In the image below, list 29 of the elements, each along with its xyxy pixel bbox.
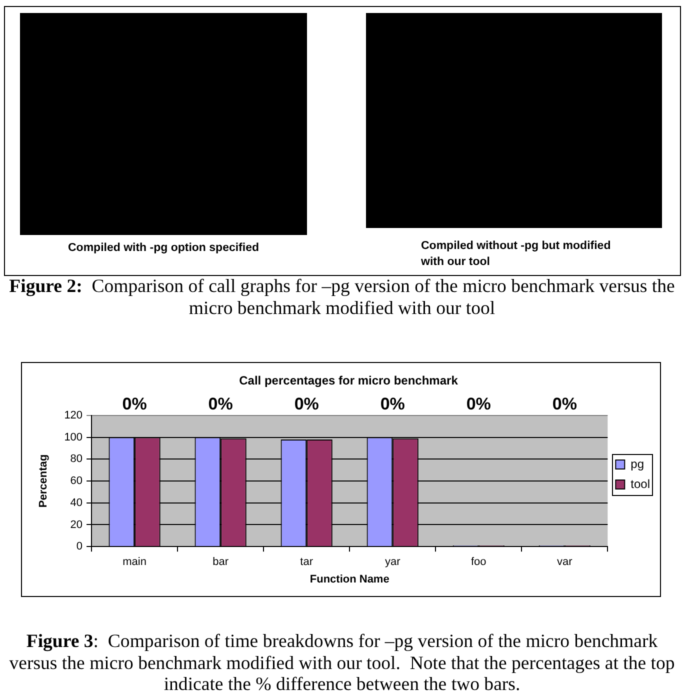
- x-tick-label: var: [557, 556, 573, 568]
- text: 0%: [466, 394, 491, 414]
- legend-label: tool: [630, 476, 650, 491]
- x-tick-label: yar: [384, 556, 401, 568]
- y-tick-label: 120: [64, 409, 83, 422]
- y-tick-label: 80: [70, 453, 83, 466]
- x-axis-title: Function Name: [310, 573, 390, 586]
- x-tick-label: main: [122, 556, 146, 568]
- text: 0%: [208, 394, 233, 414]
- x-tick-label: bar: [212, 556, 229, 568]
- text: Comparison of call graphs for –pg version of the micro benchmark versus the micro benchmark modified with our tool: [92, 276, 675, 319]
- y-tick-label: 60: [70, 475, 83, 488]
- text: Figure 2:: [9, 276, 82, 297]
- y-tick-label: 20: [70, 518, 83, 531]
- y-tick-label: 0: [76, 540, 83, 553]
- text: 0%: [294, 394, 319, 414]
- y-tick-label: 40: [70, 496, 83, 509]
- text: 0%: [122, 394, 147, 414]
- legend-label: pg: [630, 456, 644, 471]
- y-axis-title: Percentag: [38, 454, 50, 508]
- y-tick-label: 100: [64, 431, 83, 444]
- text: 0%: [552, 394, 577, 414]
- text: 0%: [380, 394, 405, 414]
- x-tick-label: foo: [470, 556, 486, 568]
- text: Compiled with -pg option specified: [66, 242, 260, 254]
- chart-title: Call percentages for micro benchmark: [239, 374, 458, 388]
- text: Compiled without -pg but modified with our tool: [421, 239, 612, 270]
- x-tick-label: tar: [300, 556, 314, 568]
- caption: Figure 3: [26, 631, 94, 652]
